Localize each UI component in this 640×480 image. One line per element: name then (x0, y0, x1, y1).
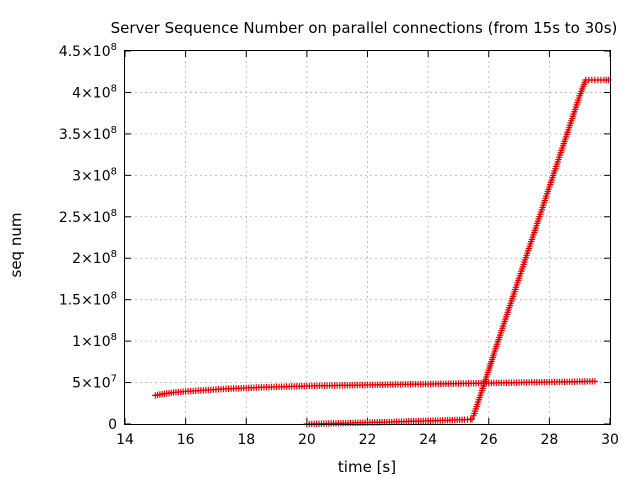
x-tick-label: 16 (177, 432, 195, 448)
data-point-interp (591, 76, 599, 84)
data-point-interp (478, 387, 486, 394)
data-point-interp (533, 222, 540, 229)
x-tick-label: 22 (359, 432, 377, 448)
data-point-interp (458, 416, 466, 423)
x-tick-label: 28 (540, 432, 558, 448)
data-point-interp (515, 277, 522, 284)
y-tick-label: 0 (108, 417, 117, 433)
data-point-interp (569, 113, 577, 120)
x-axis-label: time [s] (338, 458, 396, 476)
data-point-interp (563, 131, 571, 138)
x-tick-label: 24 (419, 432, 437, 448)
data-point-interp (158, 390, 166, 398)
y-tick-label: 3×108 (72, 166, 117, 184)
data-point-interp (581, 79, 589, 86)
data-point-interp (545, 186, 552, 193)
data-point-interp (585, 76, 592, 84)
data-point-interp (509, 295, 516, 302)
y-ticks: 0 5×107 1×108 1.5×108 2×108 2.5×108 3×108 3.5×1… (59, 42, 610, 433)
y-tick-label: 5×107 (72, 374, 117, 392)
y-axis-label: seq num (7, 213, 25, 278)
data-point-interp (575, 94, 583, 102)
y-tick-label: 2.5×108 (59, 208, 117, 226)
y-tick-label: 4×108 (72, 83, 117, 101)
x-tick-label: 20 (298, 432, 316, 448)
series-1 (152, 378, 599, 399)
data-point-interp (527, 240, 534, 248)
chart-title: Server Sequence Number on parallel conne… (111, 19, 618, 37)
data-point-interp (490, 349, 498, 357)
data-point-interp (484, 369, 492, 376)
data-point-interp (551, 167, 558, 175)
x-tick-label: 14 (116, 432, 134, 448)
y-tick-label: 1×108 (72, 332, 117, 350)
data-point-interp (472, 405, 480, 413)
data-point-interp (502, 313, 510, 321)
data-point-interp (496, 331, 504, 339)
grid (125, 51, 610, 424)
data-point-interp (539, 204, 546, 211)
x-tick-label: 18 (237, 432, 255, 448)
x-ticks: 14 16 18 20 22 24 26 28 30 (116, 51, 619, 448)
y-tick-label: 3.5×108 (59, 125, 117, 143)
y-tick-label: 2×108 (72, 249, 117, 267)
plot-frame (124, 50, 611, 425)
data-point-interp (589, 378, 596, 385)
x-tick-label: 30 (601, 432, 619, 448)
y-tick-label: 4.5×108 (59, 42, 117, 60)
y-tick-label: 1.5×108 (59, 291, 117, 309)
data-point-interp (603, 76, 610, 84)
data-points (152, 76, 612, 428)
series-2 (303, 76, 612, 428)
data-point-interp (521, 258, 528, 266)
data-point-interp (464, 416, 471, 423)
x-tick-label: 26 (480, 432, 498, 448)
data-point-interp (557, 149, 564, 156)
